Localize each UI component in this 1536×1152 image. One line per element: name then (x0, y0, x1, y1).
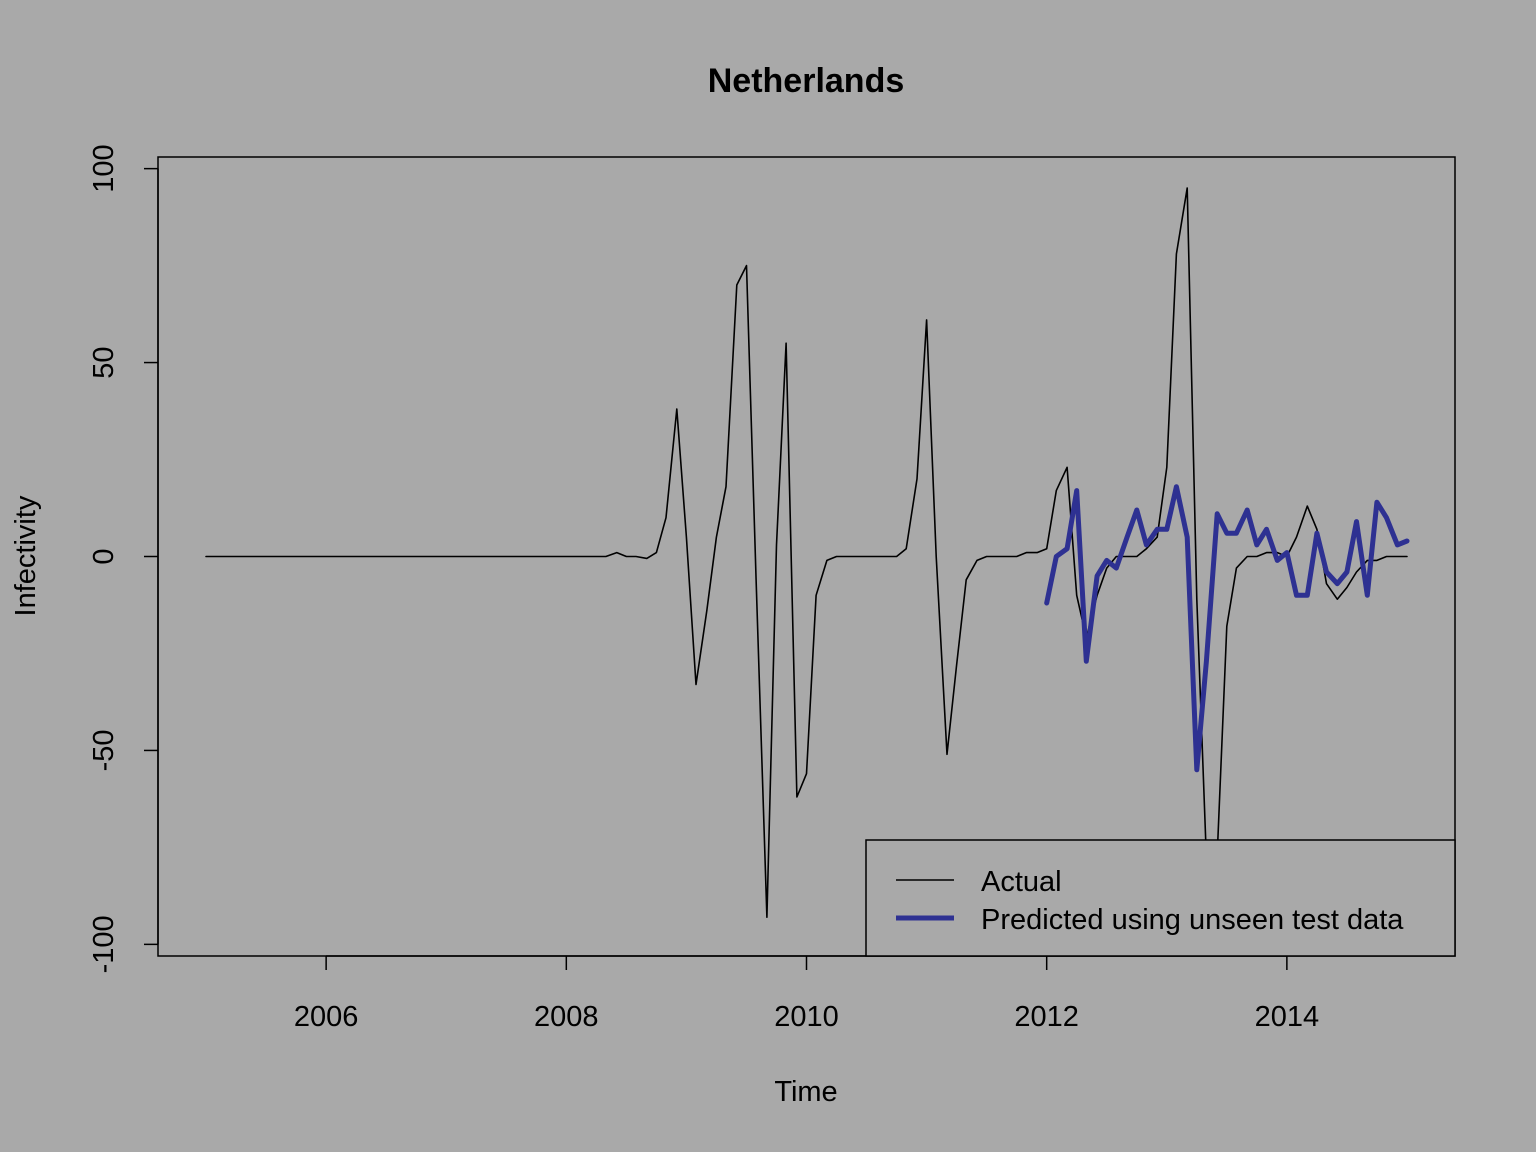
x-tick-label: 2006 (294, 1001, 359, 1033)
y-tick-label: -50 (88, 729, 120, 771)
series-line-actual (205, 187, 1408, 919)
y-tick-label: -100 (88, 915, 120, 973)
series-layer (205, 187, 1410, 919)
y-tick-label: 100 (88, 144, 120, 192)
legend-label-actual: Actual (981, 866, 1062, 898)
x-axis: 2006 2008 2010 2012 2014 (294, 955, 1320, 1033)
x-tick-label: 2014 (1255, 1001, 1320, 1033)
y-tick-label: 50 (88, 346, 120, 378)
legend-box (865, 839, 1456, 957)
y-axis: -100 -50 0 50 100 (88, 144, 159, 973)
x-tick-label: 2008 (534, 1001, 599, 1033)
x-axis-label: Time (774, 1076, 837, 1108)
series-line-predicted (1044, 484, 1410, 773)
x-tick-label: 2012 (1014, 1001, 1079, 1033)
legend: Actual Predicted using unseen test data (865, 839, 1456, 957)
chart-title: Netherlands (708, 62, 905, 100)
y-axis-label: Infectivity (10, 495, 42, 616)
y-tick-label: 0 (88, 548, 120, 564)
legend-label-predicted: Predicted using unseen test data (981, 904, 1404, 936)
x-tick-label: 2010 (774, 1001, 839, 1033)
